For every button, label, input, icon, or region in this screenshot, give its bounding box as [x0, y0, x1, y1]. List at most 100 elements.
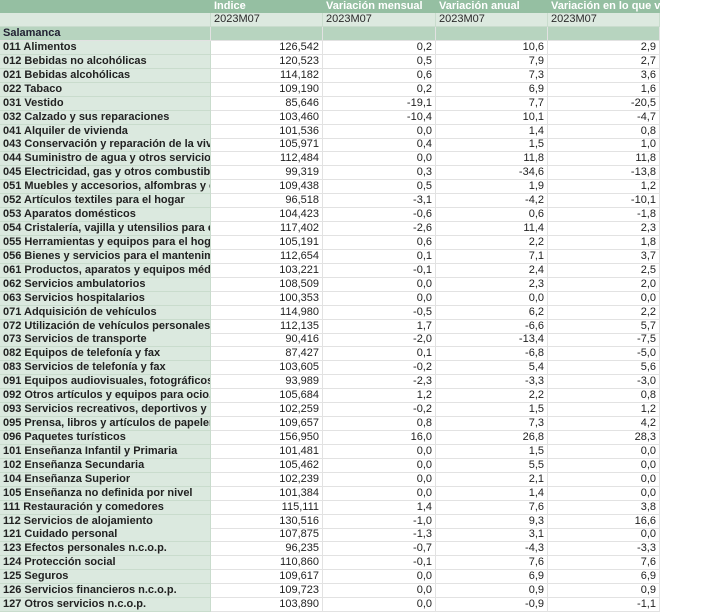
period-label: 2023M07 [211, 13, 323, 27]
row-label: 092 Otros artículos y equipos para ocio, [0, 389, 211, 404]
value-cell: 0,0 [548, 458, 660, 473]
value-cell: 0,5 [323, 54, 436, 69]
value-cell: -2,0 [323, 333, 436, 348]
value-cell: 0,3 [323, 166, 436, 181]
row-label: 126 Servicios financieros n.c.o.p. [0, 584, 211, 599]
column-header: Variación mensual [323, 0, 436, 13]
value-cell: 109,723 [211, 584, 323, 599]
value-cell: 1,8 [548, 235, 660, 250]
value-cell: 103,605 [211, 361, 323, 376]
value-cell: 109,438 [211, 180, 323, 195]
row-label: 111 Restauración y comedores [0, 500, 211, 515]
value-cell: 105,462 [211, 458, 323, 473]
value-cell: 10,1 [436, 110, 548, 125]
value-cell: 3,8 [548, 500, 660, 515]
header-cell [0, 13, 211, 27]
value-cell: -4,7 [548, 110, 660, 125]
value-cell: 85,646 [211, 96, 323, 111]
value-cell: 0,0 [323, 570, 436, 585]
row-label: 091 Equipos audiovisuales, fotográficos … [0, 375, 211, 390]
value-cell: 0,5 [323, 180, 436, 195]
value-cell: 112,135 [211, 319, 323, 334]
value-cell: 0,0 [323, 458, 436, 473]
row-label: 053 Aparatos domésticos [0, 208, 211, 223]
value-cell: 0,9 [436, 584, 548, 599]
value-cell: 7,6 [436, 500, 548, 515]
column-header: Indice [211, 0, 323, 13]
value-cell: 107,875 [211, 528, 323, 543]
row-label: 032 Calzado y sus reparaciones [0, 110, 211, 125]
value-cell: 7,9 [436, 54, 548, 69]
value-cell: 114,182 [211, 68, 323, 83]
value-cell: 112,484 [211, 152, 323, 167]
value-cell: 126,542 [211, 41, 323, 55]
value-cell: 90,416 [211, 333, 323, 348]
value-cell: -7,5 [548, 333, 660, 348]
value-cell: 0,8 [548, 389, 660, 404]
row-label: 044 Suministro de agua y otros servicios [0, 152, 211, 167]
value-cell: 0,1 [323, 347, 436, 362]
value-cell: 16,0 [323, 430, 436, 445]
value-cell: 0,9 [548, 584, 660, 599]
value-cell: 109,617 [211, 570, 323, 585]
column-header: Variación en lo que va de año [548, 0, 705, 13]
column-header: Variación anual [436, 0, 548, 13]
row-label: 123 Efectos personales n.c.o.p. [0, 542, 211, 557]
value-cell: -10,4 [323, 110, 436, 125]
value-cell: -6,6 [436, 319, 548, 334]
value-cell: 7,6 [436, 556, 548, 571]
row-label: 082 Equipos de telefonía y fax [0, 347, 211, 362]
row-label: 083 Servicios de telefonía y fax [0, 361, 211, 376]
value-cell: 6,9 [548, 570, 660, 585]
row-label: 011 Alimentos [0, 41, 211, 55]
value-cell: 87,427 [211, 347, 323, 362]
row-label: 055 Herramientas y equipos para el hog [0, 235, 211, 250]
value-cell: 2,3 [436, 277, 548, 292]
value-cell: -0,5 [323, 305, 436, 320]
row-label: 012 Bebidas no alcohólicas [0, 54, 211, 69]
value-cell: 1,4 [436, 486, 548, 501]
value-cell: 2,1 [436, 472, 548, 487]
value-cell: 114,980 [211, 305, 323, 320]
row-label: 093 Servicios recreativos, deportivos y … [0, 403, 211, 418]
value-cell: 0,2 [323, 82, 436, 97]
value-cell: 2,2 [436, 235, 548, 250]
value-cell: -4,3 [436, 542, 548, 557]
value-cell: 11,4 [436, 222, 548, 237]
value-cell: 3,7 [548, 249, 660, 264]
value-cell: -3,1 [323, 194, 436, 209]
value-cell: 6,9 [436, 82, 548, 97]
value-cell: 103,221 [211, 263, 323, 278]
value-cell: -0,7 [323, 542, 436, 557]
value-cell: 0,8 [323, 417, 436, 432]
row-label: 043 Conservación y reparación de la viv [0, 138, 211, 153]
value-cell: -0,1 [323, 263, 436, 278]
value-cell: 1,2 [323, 389, 436, 404]
period-label: 2023M07 [548, 13, 660, 27]
value-cell: 0,0 [323, 486, 436, 501]
value-cell: -0,2 [323, 403, 436, 418]
value-cell: -1,8 [548, 208, 660, 223]
row-label: 063 Servicios hospitalarios [0, 291, 211, 306]
value-cell: -4,2 [436, 194, 548, 209]
value-cell: 2,7 [548, 54, 660, 69]
group-cell [323, 27, 436, 41]
value-cell: -1,0 [323, 514, 436, 529]
value-cell: 102,239 [211, 472, 323, 487]
row-label: 073 Servicios de transporte [0, 333, 211, 348]
value-cell: -1,3 [323, 528, 436, 543]
value-cell: 117,402 [211, 222, 323, 237]
row-label: 105 Enseñanza no definida por nivel [0, 486, 211, 501]
value-cell: 0,0 [548, 291, 660, 306]
value-cell: -13,8 [548, 166, 660, 181]
value-cell: 7,6 [548, 556, 660, 571]
value-cell: 115,111 [211, 500, 323, 515]
period-label: 2023M07 [323, 13, 436, 27]
value-cell: 7,7 [436, 96, 548, 111]
value-cell: 93,989 [211, 375, 323, 390]
value-cell: 2,2 [436, 389, 548, 404]
row-label: 045 Electricidad, gas y otros combustibl… [0, 166, 211, 181]
value-cell: 0,1 [323, 249, 436, 264]
value-cell: 103,460 [211, 110, 323, 125]
